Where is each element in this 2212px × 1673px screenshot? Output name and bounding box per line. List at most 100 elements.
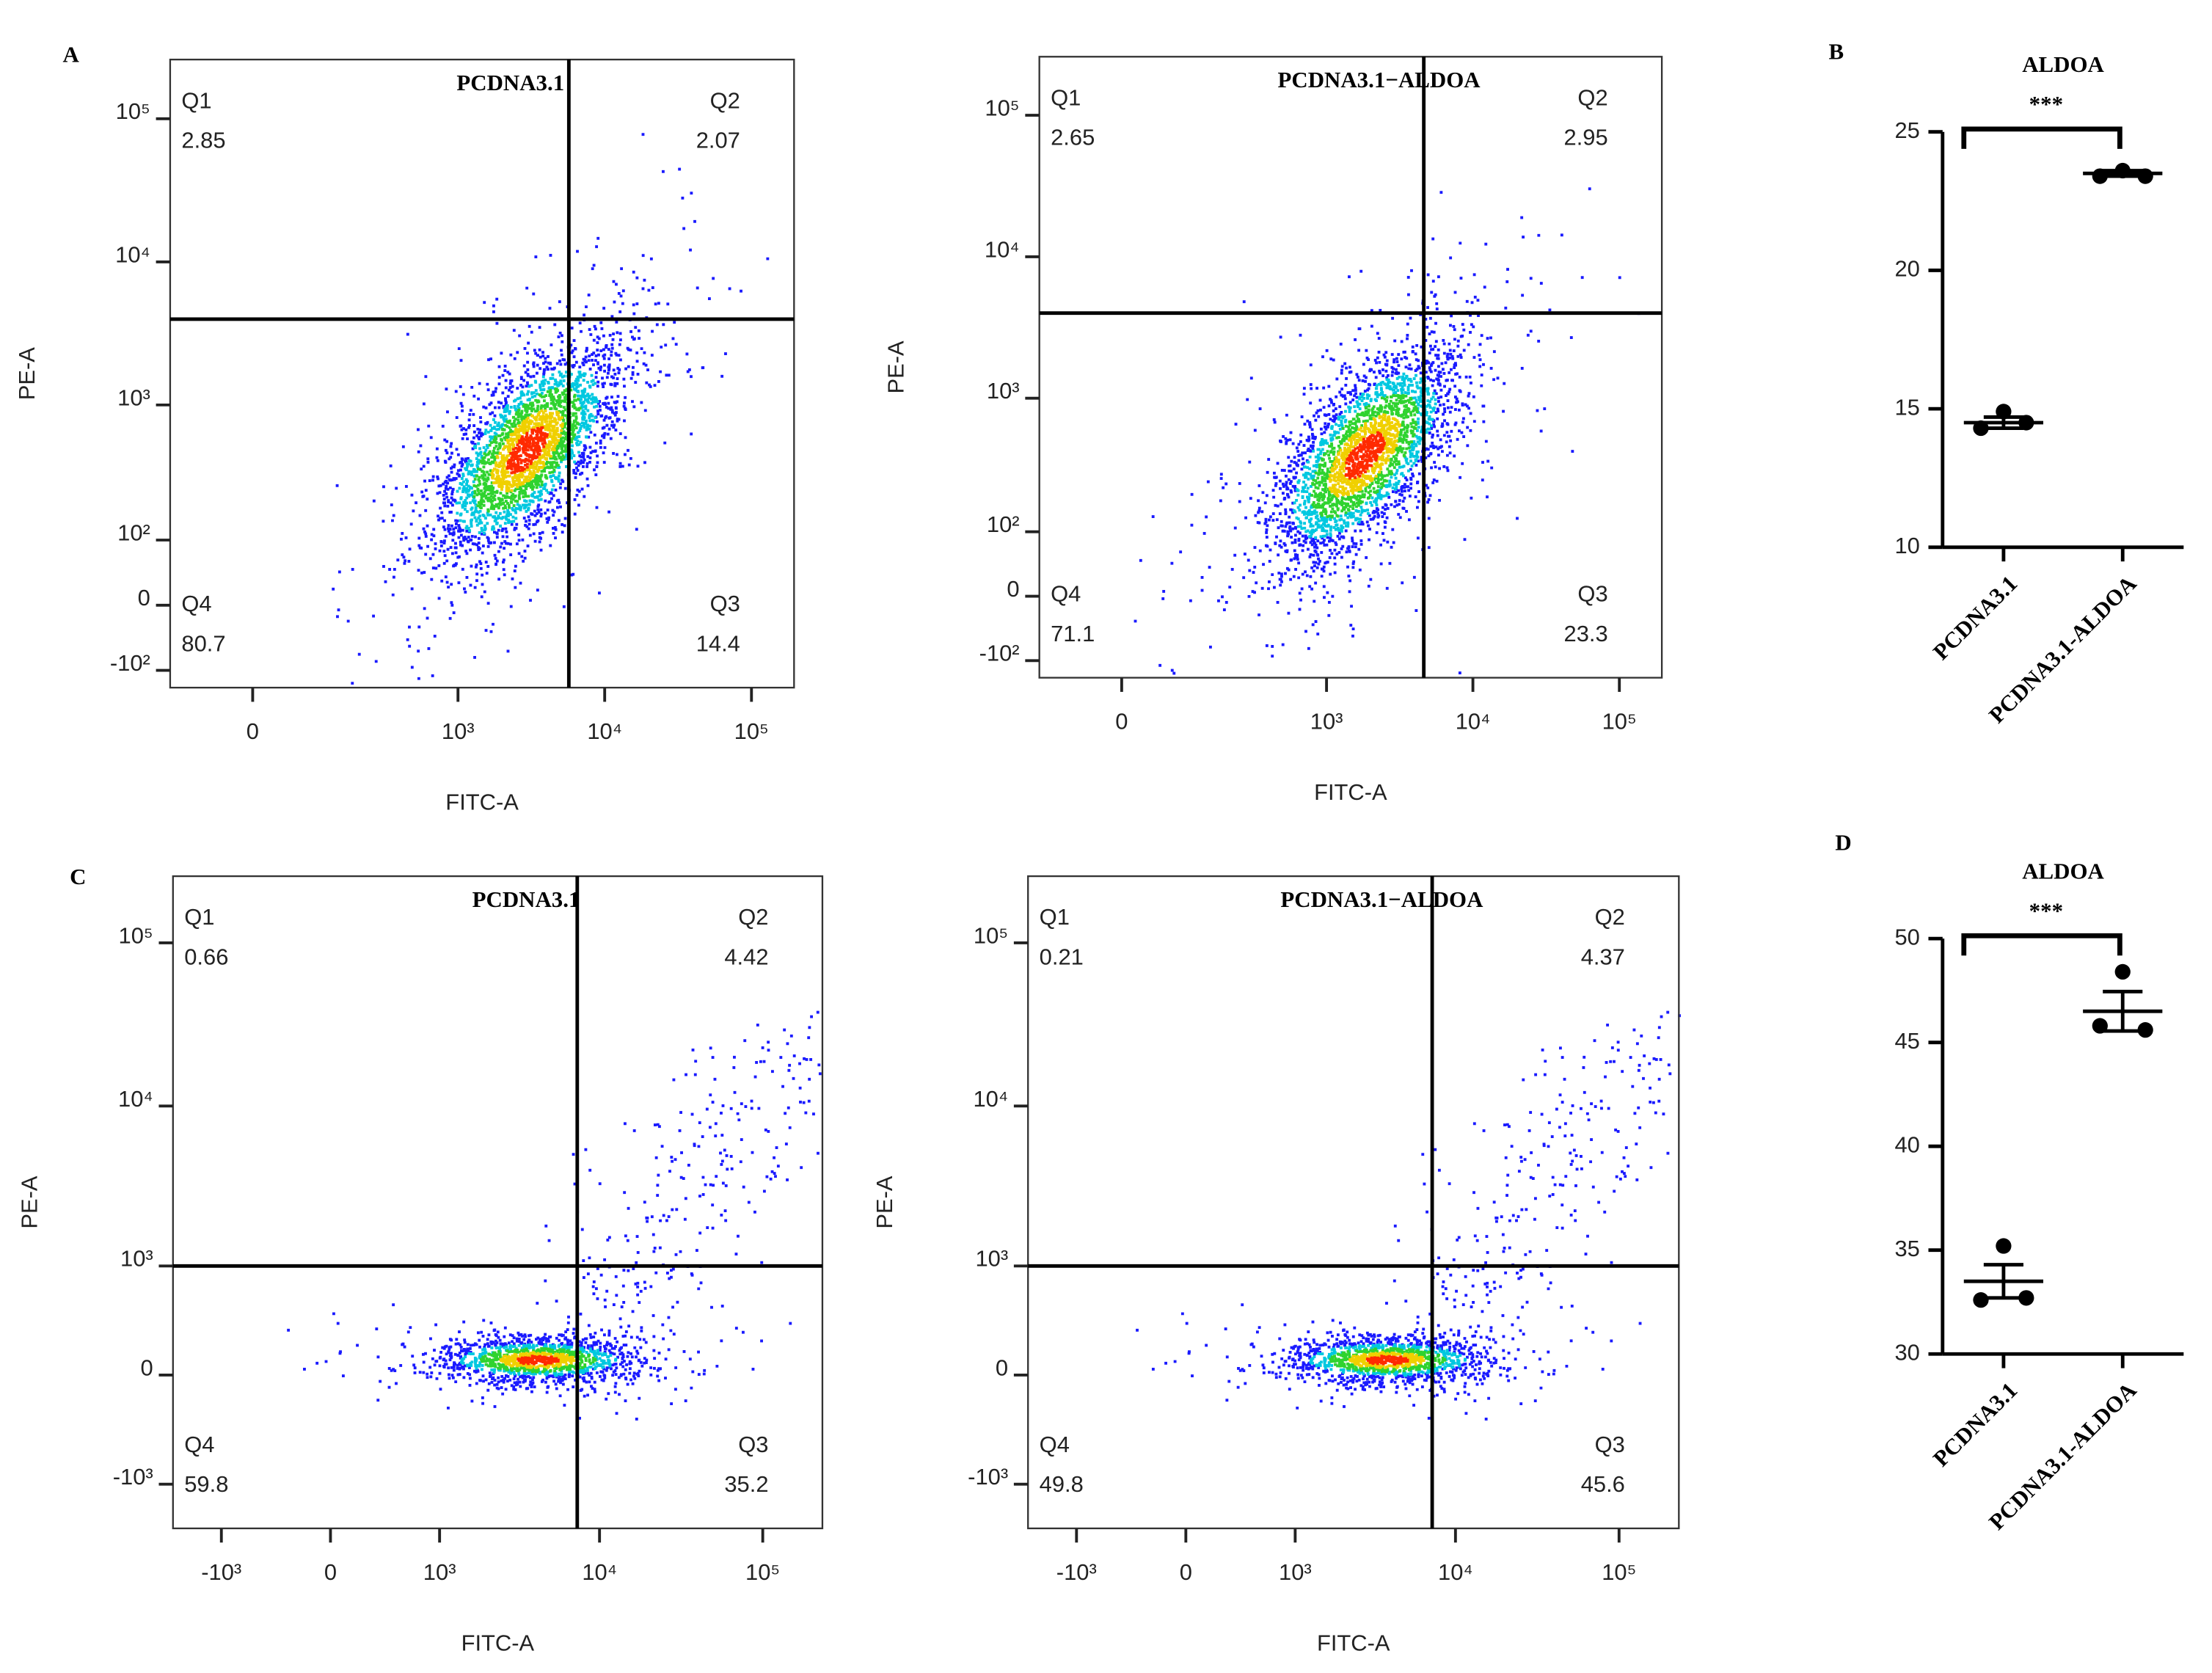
data-point (2018, 1290, 2034, 1306)
y-tick-label: 35 (1894, 1236, 1919, 1261)
event-cloud (1348, 1351, 1426, 1369)
plot-title: PCDNA3.1 (472, 886, 580, 912)
significance-label: *** (2029, 91, 2063, 117)
plot-frame (1027, 875, 1680, 1530)
quadrant-value: 80.7 (181, 630, 225, 656)
quadrant-name: Q2 (1577, 84, 1607, 110)
x-tick-label: 10³ (1310, 709, 1343, 735)
quadrant-value: 4.37 (1581, 944, 1625, 969)
quadrant-name: Q3 (738, 1432, 768, 1457)
quadrant-name: Q2 (710, 87, 740, 113)
quadrant-value: 49.8 (1040, 1471, 1084, 1497)
y-tick-label: 10⁴ (973, 1086, 1008, 1112)
y-tick-label: 30 (1894, 1339, 1919, 1365)
data-point (1996, 1238, 2012, 1254)
quadrant-name: Q2 (738, 904, 768, 930)
quadrant-value: 2.85 (181, 127, 225, 153)
data-point (1973, 1292, 1989, 1308)
y-tick-label: -10³ (968, 1464, 1008, 1490)
event-cloud (472, 387, 582, 513)
event-cloud (499, 1351, 576, 1369)
significance-bracket (1961, 933, 2122, 956)
y-tick-label: 20 (1894, 256, 1919, 282)
y-tick-label: 50 (1894, 924, 1919, 950)
event-cloud (455, 371, 599, 535)
x-axis-label: FITC-A (461, 1630, 535, 1656)
quadrant-value: 23.3 (1564, 621, 1608, 646)
y-tick-label: 0 (138, 585, 150, 610)
plot-title: PCDNA3.1−ALDOA (1280, 886, 1483, 912)
quadrant-name: Q3 (1577, 581, 1607, 607)
quadrant-name: Q4 (1040, 1432, 1070, 1457)
x-axis-label: FITC-A (445, 790, 519, 815)
y-tick-label: -10² (110, 650, 150, 676)
event-cloud (1310, 393, 1419, 519)
quadrant-value: 71.1 (1051, 621, 1095, 646)
y-tick-label: 10³ (120, 1246, 153, 1272)
x-tick-label: 0 (247, 718, 259, 744)
quadrant-name: Q4 (184, 1432, 214, 1457)
quadrant-value: 0.66 (184, 944, 228, 969)
x-tick-label: 0 (1115, 709, 1128, 735)
panel-letter: C (70, 864, 86, 889)
quadrant-name: Q4 (1051, 581, 1081, 607)
event-cloud (1136, 1010, 1682, 1421)
quadrant-name: Q3 (1595, 1432, 1625, 1457)
quadrant-name: Q3 (710, 591, 740, 616)
event-cloud (480, 1346, 597, 1374)
data-point (2114, 963, 2131, 980)
y-tick-label: 10⁵ (119, 922, 153, 948)
event-cloud (505, 426, 549, 475)
quadrant-name: Q1 (181, 87, 211, 113)
y-tick-label: 10⁴ (118, 1086, 153, 1112)
y-tick-label: 15 (1894, 394, 1919, 420)
panel-letter: A (62, 41, 79, 67)
y-tick-label: 10⁵ (985, 95, 1019, 120)
x-tick-label: 0 (324, 1559, 337, 1585)
x-tick-label: 10⁵ (734, 718, 769, 744)
significance-label: *** (2029, 897, 2063, 923)
x-tick-label: PCDNA3.1 (1928, 570, 2023, 665)
x-tick-label: 10³ (423, 1559, 456, 1585)
x-tick-label: PCDNA3.1 (1928, 1377, 2023, 1472)
panel-letter: D (1835, 830, 1851, 856)
quadrant-value: 0.21 (1040, 944, 1084, 969)
plot-title: PCDNA3.1 (456, 70, 564, 95)
y-axis-label: PE-A (883, 340, 909, 394)
x-tick-label: 10⁴ (587, 718, 622, 744)
panel-letter: B (1829, 39, 1844, 65)
x-tick-label: 10⁵ (1602, 709, 1637, 735)
x-tick-label: 10⁴ (1438, 1559, 1473, 1585)
quadrant-name: Q4 (181, 591, 211, 616)
y-tick-label: 40 (1894, 1131, 1919, 1157)
x-tick-label: 0 (1180, 1559, 1192, 1585)
y-axis-label: PE-A (14, 347, 40, 401)
event-cloud (517, 1355, 560, 1366)
event-cloud (1365, 1355, 1409, 1366)
x-tick-label: 10⁴ (582, 1559, 617, 1585)
event-cloud (490, 409, 564, 493)
sem-bar (1983, 415, 2023, 430)
y-tick-label: 0 (141, 1355, 153, 1380)
y-tick-label: 45 (1894, 1028, 1919, 1054)
y-tick-label: 10⁵ (116, 98, 150, 124)
quadrant-value: 2.65 (1051, 125, 1095, 150)
y-tick-label: 0 (996, 1355, 1008, 1380)
plot-frame (172, 875, 824, 1530)
y-tick-label: -10³ (113, 1464, 153, 1490)
y-tick-label: 25 (1894, 117, 1919, 143)
quadrant-value: 14.4 (696, 630, 740, 656)
y-tick-label: 10⁴ (985, 236, 1020, 262)
quadrant-name: Q2 (1595, 904, 1625, 930)
x-tick-label: -10³ (1056, 1559, 1097, 1585)
sem-bar (1983, 1263, 2023, 1300)
plot-title: ALDOA (2022, 858, 2104, 883)
quadrant-name: Q1 (184, 904, 214, 930)
event-cloud (1329, 1346, 1447, 1374)
quadrant-value: 4.42 (724, 944, 768, 969)
significance-bracket (1961, 126, 2122, 149)
plot-frame (169, 58, 795, 689)
y-axis-label: PE-A (17, 1176, 43, 1229)
